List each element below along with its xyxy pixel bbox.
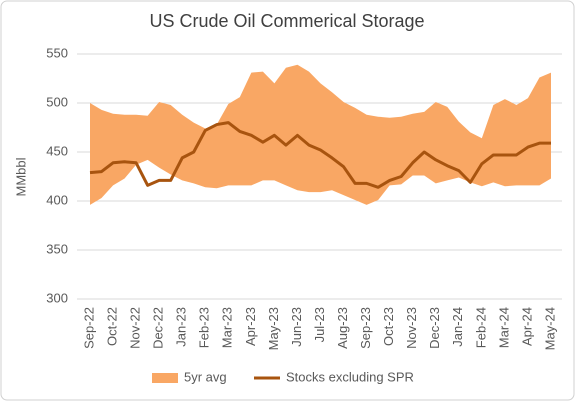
x-tick-label: Feb-24	[473, 307, 488, 348]
x-tick-label: Nov-23	[404, 307, 419, 349]
y-tick-label: 500	[46, 94, 68, 109]
x-tick-label: May-23	[266, 307, 281, 350]
y-tick-label: 450	[46, 143, 68, 158]
x-tick-label: Nov-22	[128, 307, 143, 349]
x-tick-label: Mar-24	[496, 307, 511, 348]
x-tick-label: Aug-23	[335, 307, 350, 349]
legend-label: Stocks excluding SPR	[286, 369, 414, 384]
x-tick-label: Mar-23	[220, 307, 235, 348]
x-tick-label: Dec-23	[427, 307, 442, 349]
y-tick-label: 350	[46, 241, 68, 256]
x-tick-label: Oct-23	[381, 307, 396, 346]
x-tick-label: Jun-23	[289, 307, 304, 347]
x-tick-label: Apr-23	[243, 307, 258, 346]
x-tick-label: Apr-24	[519, 307, 534, 346]
x-tick-label: Sep-22	[81, 307, 96, 349]
legend-swatch	[152, 373, 178, 383]
x-tick-label: May-24	[542, 307, 557, 350]
x-tick-label: Dec-22	[151, 307, 166, 349]
x-tick-label: Oct-22	[104, 307, 119, 346]
y-axis-label: MMbbl	[13, 157, 28, 196]
legend-label: 5yr avg	[184, 369, 227, 384]
x-tick-label: Jan-23	[174, 307, 189, 347]
x-tick-label: Jul-23	[312, 307, 327, 342]
y-tick-label: 550	[46, 45, 68, 60]
y-tick-label: 400	[46, 192, 68, 207]
line	[89, 121, 551, 189]
x-tick-label: Feb-23	[197, 307, 212, 348]
y-tick-label: 300	[46, 290, 68, 305]
chart-title: US Crude Oil Commerical Storage	[149, 11, 424, 31]
x-tick-label: Sep-23	[358, 307, 373, 349]
band-area	[90, 64, 551, 205]
x-tick-label: Jan-24	[450, 307, 465, 347]
